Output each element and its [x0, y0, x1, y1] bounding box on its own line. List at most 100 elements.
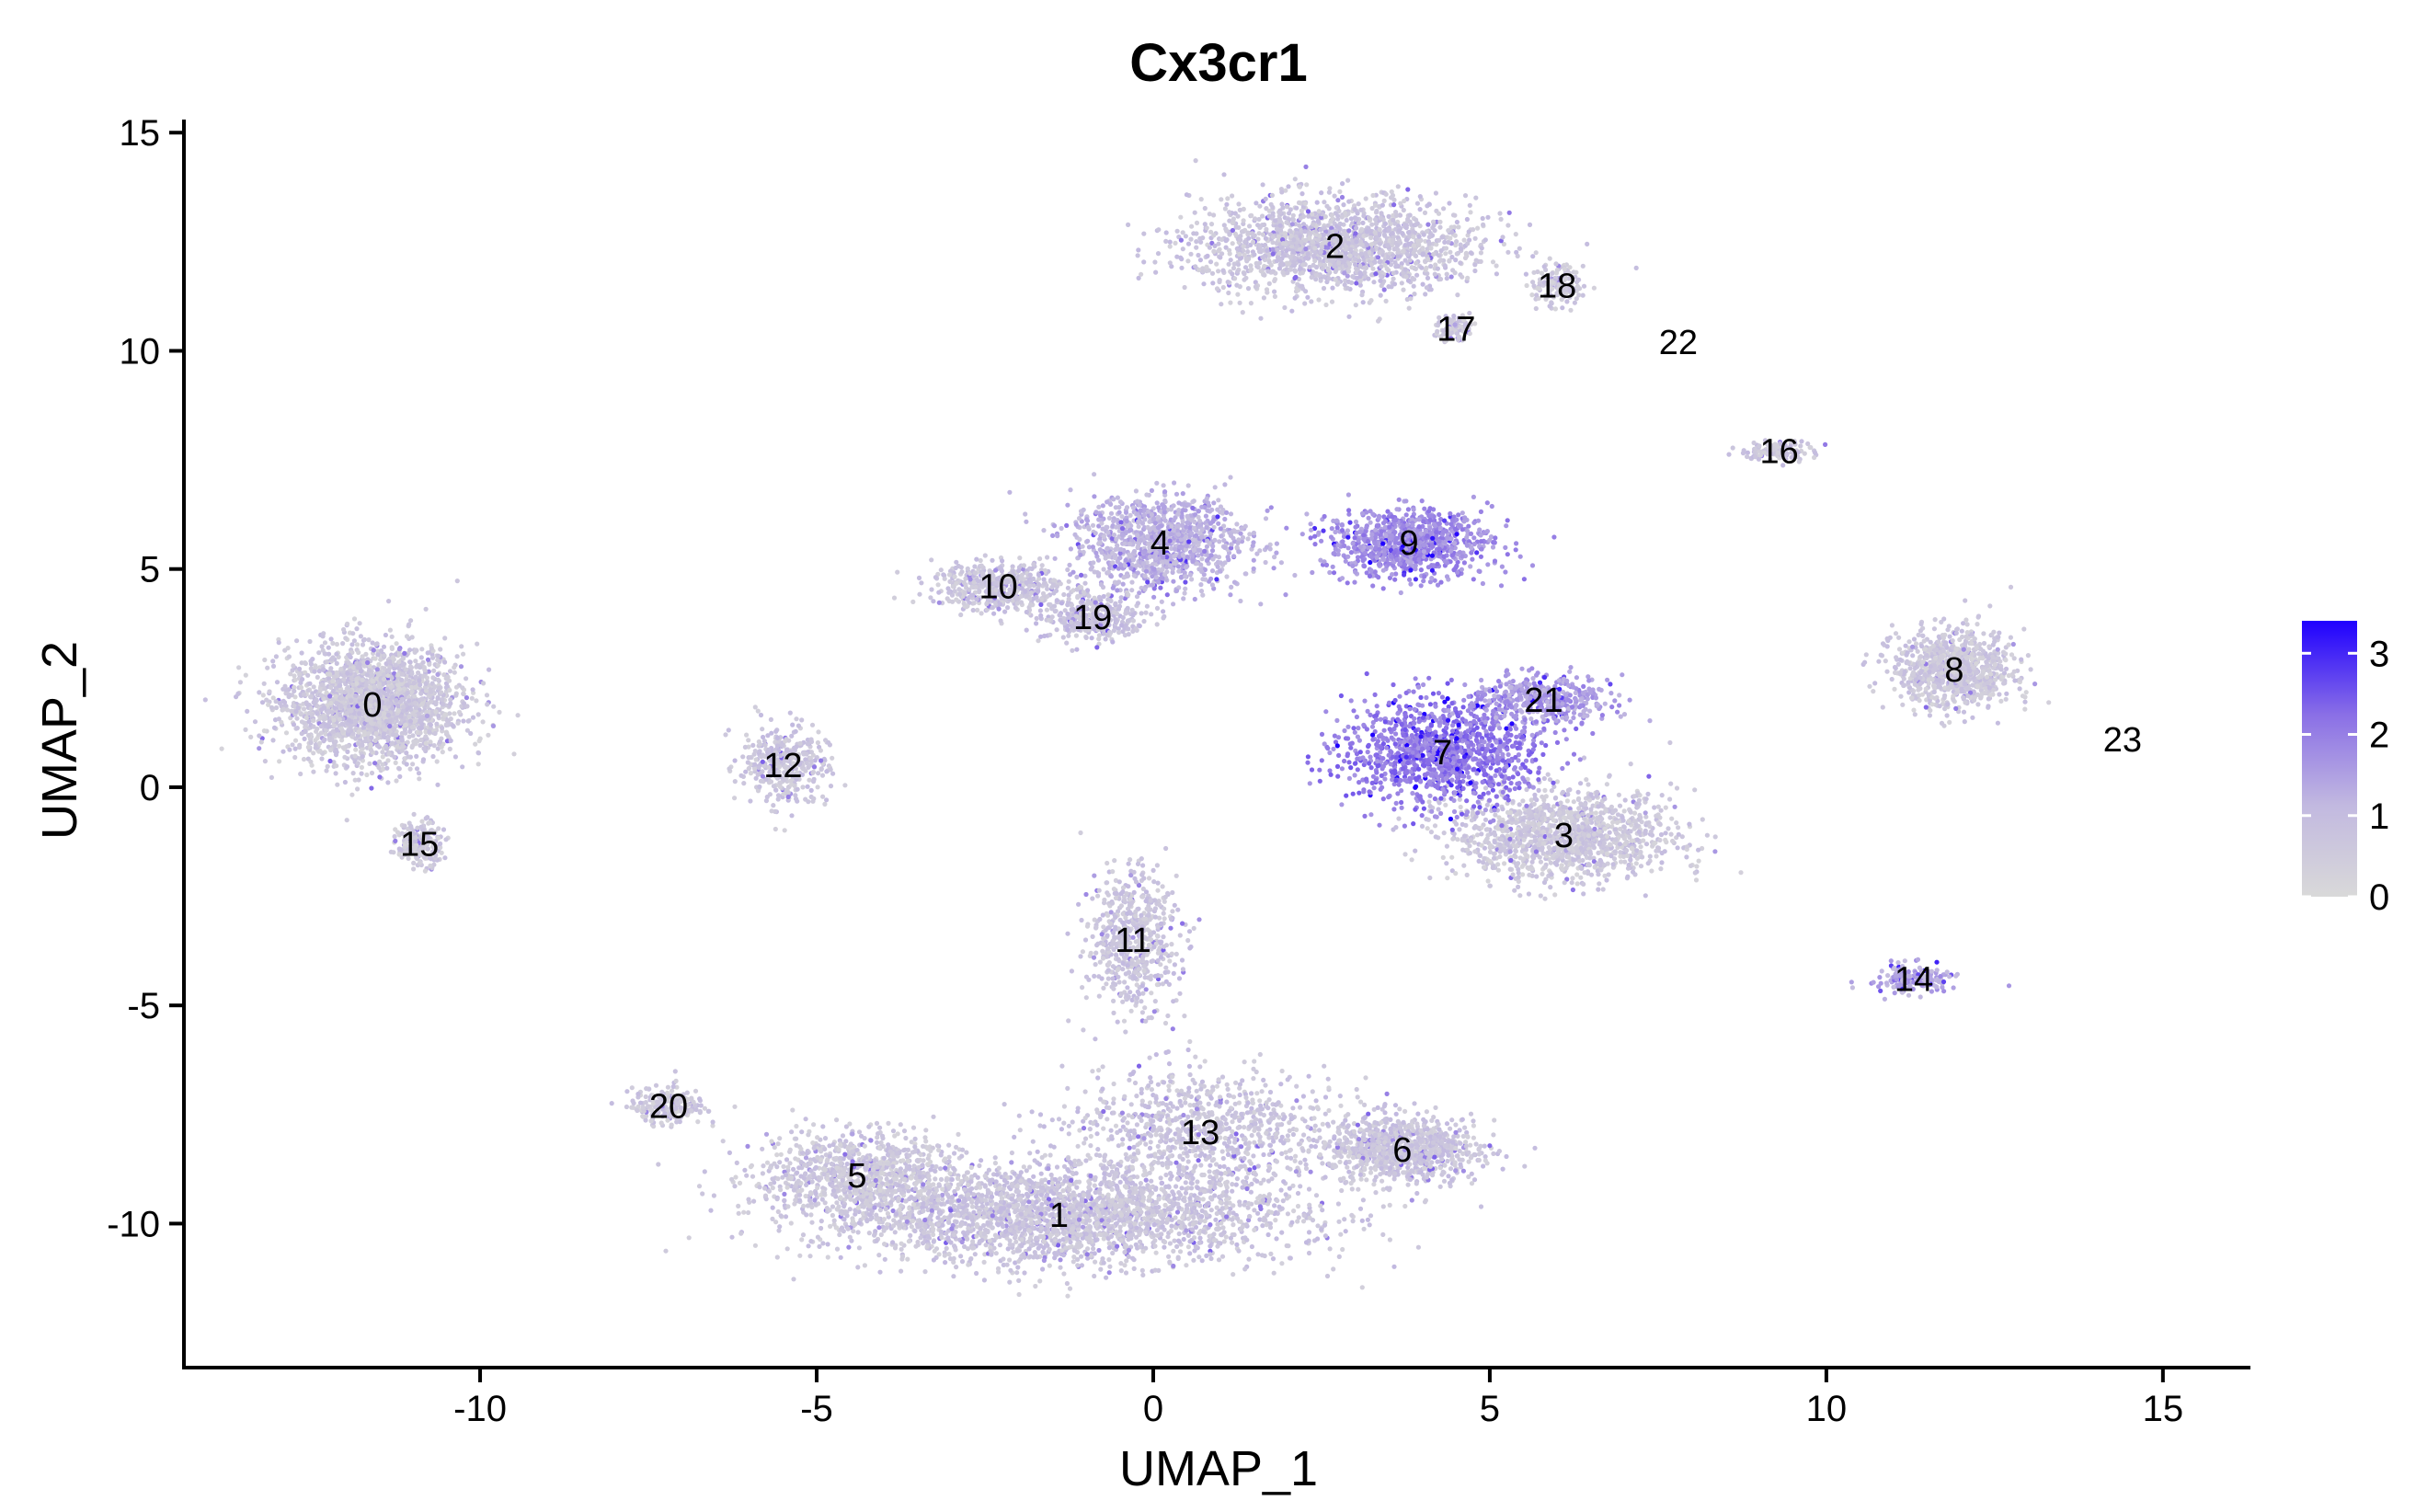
- cell-point: [1100, 1210, 1106, 1216]
- cell-point: [982, 1183, 988, 1188]
- cell-point: [334, 660, 339, 667]
- cell-point: [1160, 1224, 1165, 1230]
- cell-point: [1010, 1243, 1015, 1248]
- cell-point: [276, 640, 281, 646]
- cell-point: [696, 1184, 703, 1189]
- cell-point: [994, 1172, 1000, 1177]
- cell-point: [352, 753, 358, 759]
- cell-point: [384, 718, 389, 724]
- cell-point: [1275, 1197, 1280, 1204]
- cell-point: [334, 701, 339, 706]
- cell-point: [373, 731, 379, 737]
- cell-point: [1252, 1227, 1257, 1232]
- cell-point: [1255, 1252, 1261, 1257]
- cell-point: [1259, 1253, 1265, 1258]
- cell-point: [287, 747, 292, 752]
- cell-point: [1247, 1213, 1253, 1220]
- cell-point: [965, 1215, 970, 1220]
- cell-point: [1180, 1215, 1185, 1220]
- cell-point: [974, 1215, 979, 1220]
- cell-point: [1271, 1270, 1276, 1276]
- cell-point: [362, 739, 368, 744]
- cell-point: [318, 724, 324, 729]
- cell-point: [1171, 1263, 1176, 1269]
- cell-point: [1094, 1220, 1100, 1226]
- cell-point: [309, 762, 315, 768]
- cell-point: [447, 711, 452, 716]
- cell-point: [1093, 1259, 1098, 1265]
- cell-point: [1115, 1185, 1120, 1190]
- cell-point: [1138, 1239, 1143, 1244]
- cell-point: [1027, 1229, 1033, 1234]
- cell-point: [1070, 1226, 1076, 1231]
- cell-point: [298, 684, 304, 691]
- cell-point: [328, 700, 334, 706]
- cell-point: [729, 1234, 735, 1240]
- cell-point: [429, 699, 434, 704]
- cell-point: [1237, 1202, 1242, 1208]
- cell-point: [407, 766, 413, 772]
- cell-point: [1036, 1181, 1041, 1186]
- cell-point: [1179, 1186, 1185, 1191]
- cell-point: [398, 714, 404, 719]
- cell-point: [1223, 1180, 1229, 1186]
- cell-point: [1195, 1195, 1200, 1200]
- cell-point: [1132, 1221, 1138, 1227]
- cell-point: [321, 667, 326, 672]
- cell-point: [369, 770, 375, 776]
- cell-point: [372, 761, 378, 766]
- cell-point: [1070, 1192, 1076, 1197]
- cell-point: [1270, 1256, 1276, 1262]
- cell-point: [1415, 1244, 1421, 1250]
- cell-point: [937, 1211, 943, 1217]
- cell-point: [1137, 1207, 1143, 1212]
- cell-point: [1273, 1218, 1278, 1223]
- cell-point: [1208, 1252, 1213, 1257]
- cell-point: [1077, 1192, 1082, 1198]
- cell-point: [423, 734, 429, 739]
- cell-point: [419, 715, 425, 720]
- cell-point: [322, 640, 328, 646]
- cell-point: [357, 711, 362, 716]
- cell-point: [1087, 1233, 1093, 1239]
- cell-point: [872, 1232, 877, 1238]
- cell-point: [1162, 1202, 1168, 1208]
- cell-point: [333, 752, 339, 758]
- cell-point: [515, 713, 521, 718]
- cell-point: [487, 667, 492, 672]
- cell-point: [951, 1203, 957, 1208]
- cell-point: [999, 1206, 1004, 1211]
- cell-point: [403, 667, 408, 672]
- cell-point: [454, 654, 460, 659]
- cell-point: [945, 1235, 951, 1241]
- cell-point: [1265, 1231, 1271, 1238]
- cell-point: [1171, 1248, 1176, 1254]
- cell-point: [788, 1220, 794, 1226]
- cell-point: [481, 681, 487, 686]
- cell-point: [428, 739, 433, 745]
- cell-point: [429, 646, 434, 651]
- cell-point: [825, 1254, 830, 1260]
- cell-point: [946, 1252, 952, 1257]
- cell-point: [322, 651, 327, 657]
- cell-point: [307, 638, 313, 645]
- cell-point: [349, 792, 355, 797]
- cell-point: [1088, 1173, 1093, 1179]
- cell-point: [1071, 1254, 1077, 1260]
- cell-point: [1306, 1250, 1312, 1256]
- cell-point: [956, 1204, 962, 1209]
- cell-point: [400, 656, 406, 661]
- cell-point: [1154, 1228, 1160, 1233]
- cell-point: [475, 641, 480, 647]
- cell-point: [452, 665, 457, 670]
- cell-point: [308, 693, 315, 699]
- cell-point: [317, 740, 323, 746]
- cell-point: [315, 711, 320, 716]
- cell-point: [1101, 1236, 1106, 1242]
- cell-point: [311, 717, 316, 724]
- cell-point: [1185, 1244, 1191, 1250]
- cell-point: [806, 1243, 811, 1249]
- cell-point: [237, 680, 243, 685]
- cell-point: [1021, 1201, 1026, 1207]
- cell-point: [326, 645, 331, 650]
